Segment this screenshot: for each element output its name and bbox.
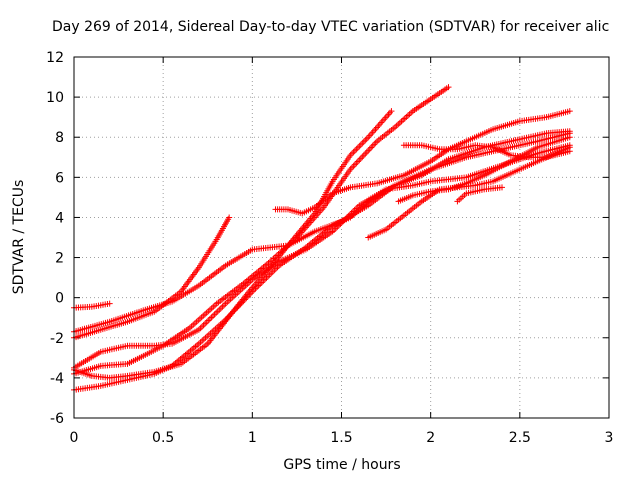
series-track-4 xyxy=(71,142,573,371)
data-point xyxy=(362,137,369,144)
data-point xyxy=(354,158,361,165)
data-point xyxy=(213,309,220,316)
data-point xyxy=(365,147,372,154)
x-axis-label: GPS time / hours xyxy=(283,457,401,473)
data-point xyxy=(445,84,452,91)
data-point xyxy=(363,149,370,156)
data-point xyxy=(368,144,375,151)
data-point xyxy=(348,150,355,157)
data-point xyxy=(360,152,367,159)
data-point xyxy=(356,143,363,150)
data-point xyxy=(388,108,395,115)
data-point xyxy=(208,314,215,321)
x-tick-label: 1.5 xyxy=(330,430,352,446)
y-tick-label: 0 xyxy=(55,291,64,307)
series-track-8 xyxy=(272,108,573,217)
tick-labels: 0 0.5 1 1.5 2 2.5 3 -6 -4 -2 0 2 4 6 8 10 12 xyxy=(46,50,613,446)
data-point xyxy=(350,163,357,170)
y-tick-label: -4 xyxy=(50,371,64,387)
series-track-1 xyxy=(71,300,113,311)
y-tick-label: 6 xyxy=(55,170,64,186)
data-point xyxy=(351,147,358,154)
data-point xyxy=(216,306,223,313)
y-tick-label: -6 xyxy=(50,411,64,427)
x-tick-label: 2.5 xyxy=(509,430,531,446)
data-point xyxy=(360,138,367,145)
plot-frame xyxy=(73,56,610,419)
grid-lines xyxy=(74,57,609,418)
data-point xyxy=(359,153,366,160)
series-track-3 xyxy=(71,214,233,341)
x-tick-label: 2 xyxy=(426,430,435,446)
data-point xyxy=(200,322,207,329)
y-tick-label: 12 xyxy=(46,50,64,66)
data-point xyxy=(363,135,370,142)
data-point xyxy=(351,161,358,168)
data-point xyxy=(357,155,364,162)
series-track-7 xyxy=(71,128,573,393)
x-tick-label: 0.5 xyxy=(152,430,174,446)
data-point xyxy=(366,146,373,153)
data-point xyxy=(356,156,363,163)
data-point xyxy=(211,311,218,318)
data-point xyxy=(369,142,376,149)
data-point xyxy=(202,320,209,327)
data-point xyxy=(353,160,360,167)
series-track-5 xyxy=(71,84,452,377)
series-track-6 xyxy=(71,108,395,381)
series-track-11 xyxy=(395,134,573,205)
data-point xyxy=(221,302,228,309)
y-tick-label: 2 xyxy=(55,251,64,267)
data-point xyxy=(209,312,216,319)
data-point xyxy=(566,134,573,141)
y-tick-label: 10 xyxy=(46,90,64,106)
x-tick-label: 1 xyxy=(248,430,257,446)
data-point xyxy=(499,184,505,191)
y-tick-label: 4 xyxy=(55,210,64,226)
data-point xyxy=(566,144,573,151)
data-point xyxy=(217,305,224,312)
data-point xyxy=(362,150,369,157)
data-point xyxy=(348,164,355,171)
data-point xyxy=(198,323,205,330)
data-point xyxy=(353,146,360,153)
data-point xyxy=(106,300,113,307)
x-tick-label: 3 xyxy=(605,430,614,446)
data-point xyxy=(214,308,221,315)
data-point xyxy=(354,144,361,151)
data-point xyxy=(566,128,573,135)
data-point xyxy=(219,303,226,310)
data-marks xyxy=(71,84,573,393)
data-point xyxy=(371,141,378,148)
data-point xyxy=(205,317,212,324)
data-point xyxy=(206,316,213,323)
data-point xyxy=(359,140,366,147)
data-point xyxy=(226,214,233,221)
chart-title: Day 269 of 2014, Sidereal Day-to-day VTE… xyxy=(52,19,610,35)
data-point xyxy=(350,149,357,156)
data-point xyxy=(566,108,573,115)
data-point xyxy=(203,319,210,326)
y-tick-label: -2 xyxy=(50,331,64,347)
series-track-12 xyxy=(454,184,505,205)
x-tick-label: 0 xyxy=(70,430,79,446)
y-tick-label: 8 xyxy=(55,130,64,146)
data-point xyxy=(372,139,379,146)
data-point xyxy=(357,141,364,148)
